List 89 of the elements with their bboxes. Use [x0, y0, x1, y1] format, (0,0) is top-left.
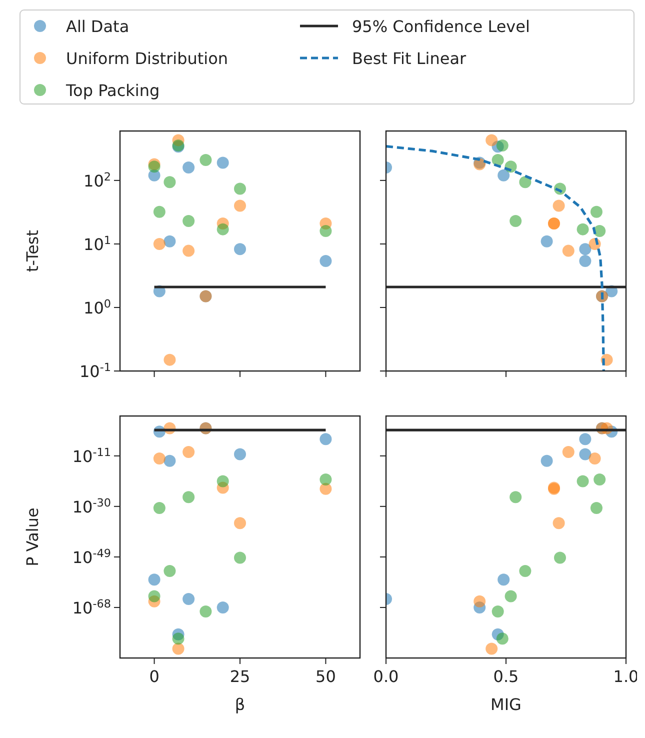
point: [216, 475, 229, 488]
point: [474, 595, 486, 608]
point: [504, 590, 517, 602]
point: [588, 452, 601, 465]
point: [552, 517, 565, 530]
point: [519, 176, 532, 188]
point: [498, 169, 510, 182]
point: [182, 592, 195, 605]
point: [590, 206, 602, 218]
point: [579, 448, 592, 460]
point: [579, 433, 592, 446]
point: [148, 160, 160, 173]
point: [519, 565, 532, 578]
y-tick-label: 10$^{-49}$: [72, 546, 111, 567]
point: [172, 632, 184, 645]
point: [234, 517, 246, 530]
point: [164, 454, 176, 467]
point: [579, 243, 592, 256]
x-tick-label: 0.0: [373, 667, 399, 686]
point: [496, 632, 508, 645]
point: [540, 235, 553, 248]
point: [492, 154, 504, 166]
point: [579, 254, 592, 267]
point: [153, 206, 166, 218]
legend-label: Uniform Distribution: [66, 49, 228, 68]
x-tick-label: 50: [316, 667, 336, 686]
point: [498, 574, 510, 586]
point: [576, 475, 589, 488]
x-axis-title: β: [234, 695, 246, 714]
point: [234, 448, 246, 460]
point: [182, 446, 195, 458]
point: [320, 474, 332, 486]
point: [486, 134, 498, 146]
y-tick-label: 10$^{-11}$: [72, 445, 111, 466]
point: [320, 224, 332, 237]
point: [164, 565, 176, 578]
y-tick-label: 10$^{0}$: [84, 296, 111, 318]
y-tick-label: 10$^{2}$: [84, 170, 111, 190]
point: [182, 214, 195, 227]
point: [182, 491, 195, 504]
y-axis-title: P Value: [23, 508, 42, 566]
point: [164, 176, 176, 188]
point: [216, 156, 229, 169]
point: [540, 454, 553, 467]
x-tick-label: 25: [230, 667, 250, 686]
point: [172, 642, 184, 655]
point: [590, 502, 602, 514]
point: [510, 214, 522, 227]
point: [492, 606, 504, 618]
y-axis-title: t-Test: [23, 230, 42, 272]
point: [200, 154, 212, 166]
point: [320, 254, 332, 267]
point: [164, 235, 176, 248]
y-tick-label: 10$^{-68}$: [72, 596, 111, 618]
point: [496, 139, 508, 152]
point: [562, 244, 574, 257]
point: [554, 552, 566, 564]
y-tick-label: 10$^{-1}$: [79, 360, 111, 381]
point: [148, 574, 160, 586]
point: [486, 642, 498, 655]
point: [182, 244, 195, 257]
legend-label: 95% Confidence Level: [352, 17, 530, 36]
point: [234, 182, 246, 195]
point: [153, 238, 166, 250]
y-tick-label: 10$^{1}$: [84, 233, 111, 254]
point: [164, 354, 176, 366]
x-axis-title: MIG: [490, 695, 522, 714]
point: [216, 223, 229, 236]
x-tick-label: 0: [149, 667, 160, 686]
x-tick-label: 0.5: [493, 667, 519, 686]
point: [153, 452, 166, 465]
point: [153, 502, 166, 514]
point: [562, 446, 574, 458]
point: [594, 474, 606, 486]
point: [234, 552, 246, 564]
legend-label: All Data: [66, 17, 130, 36]
point: [510, 491, 522, 504]
point: [216, 601, 229, 614]
legend-label: Best Fit Linear: [352, 49, 467, 68]
point: [234, 243, 246, 256]
point: [148, 590, 160, 602]
point: [234, 200, 246, 212]
legend-label: Top Packing: [65, 81, 160, 100]
point: [182, 161, 195, 174]
point: [576, 223, 589, 236]
y-tick-label: 10$^{-30}$: [72, 496, 111, 516]
point: [200, 606, 212, 618]
point: [320, 433, 332, 446]
point: [552, 200, 565, 212]
